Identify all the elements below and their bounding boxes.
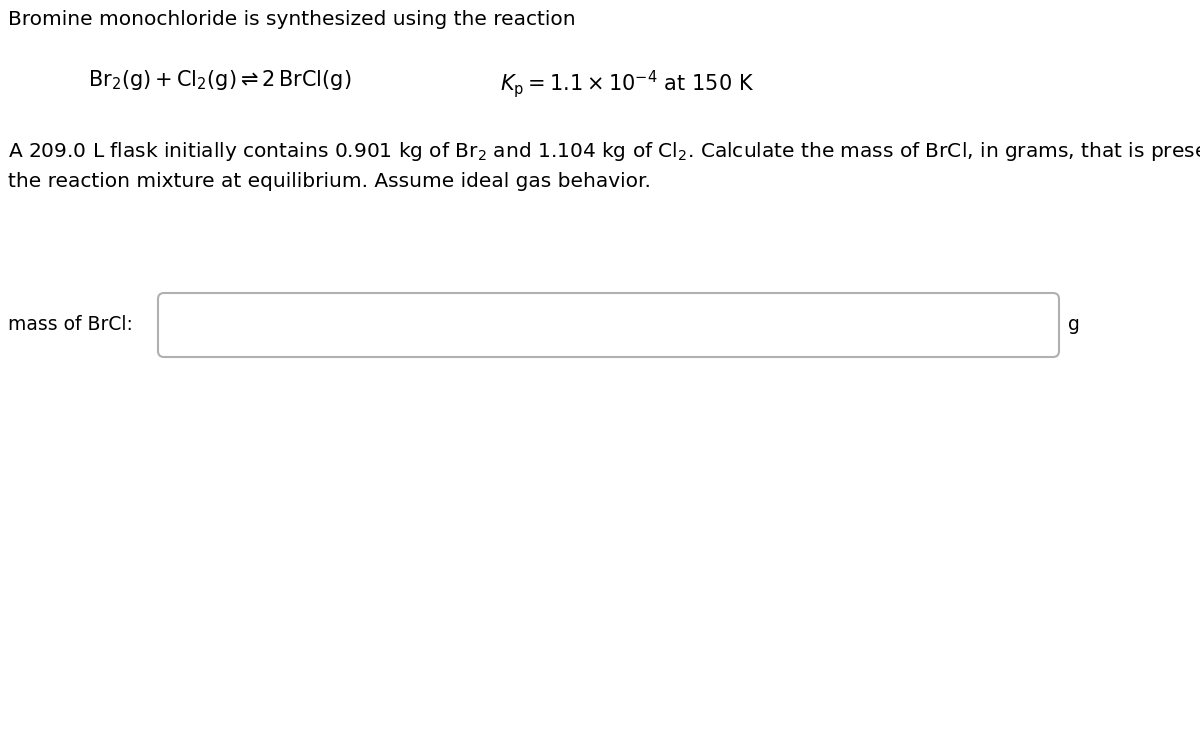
Text: A 209.0 L flask initially contains 0.901 kg of $\mathrm{Br_2}$ and 1.104 kg of $: A 209.0 L flask initially contains 0.901…	[8, 140, 1200, 163]
Text: $K_{\mathrm{p}} = 1.1 \times 10^{-4}\ \mathrm{at\ 150\ K}$: $K_{\mathrm{p}} = 1.1 \times 10^{-4}\ \m…	[500, 68, 754, 100]
Text: Bromine monochloride is synthesized using the reaction: Bromine monochloride is synthesized usin…	[8, 10, 576, 29]
Text: g: g	[1068, 316, 1080, 334]
Text: $\mathrm{Br_2(g) + Cl_2(g) \rightleftharpoons 2\,BrCl(g)}$: $\mathrm{Br_2(g) + Cl_2(g) \rightlefthar…	[88, 68, 352, 92]
Text: the reaction mixture at equilibrium. Assume ideal gas behavior.: the reaction mixture at equilibrium. Ass…	[8, 172, 650, 191]
FancyBboxPatch shape	[158, 293, 1060, 357]
Text: mass of BrCl:: mass of BrCl:	[8, 316, 133, 334]
